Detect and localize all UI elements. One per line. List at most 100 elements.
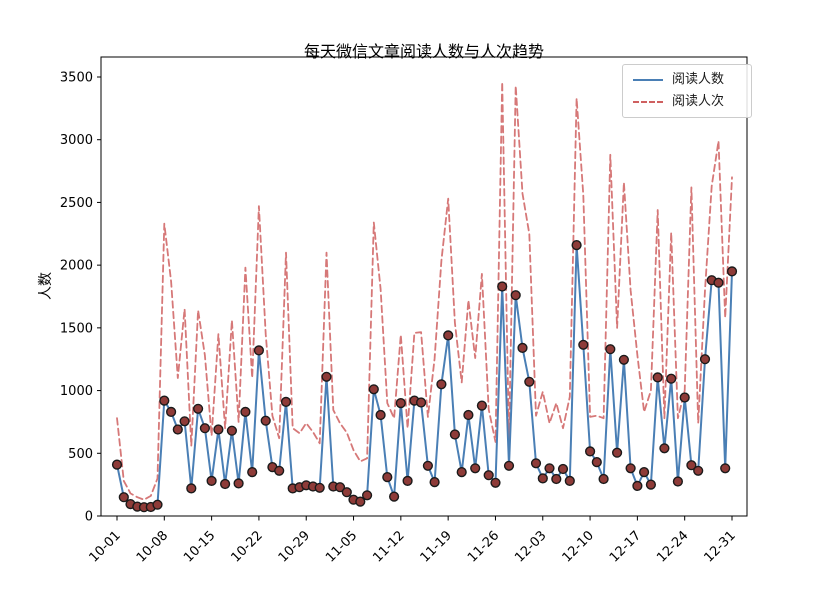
y-tick-label: 3500 (60, 70, 93, 85)
data-point-marker (416, 397, 427, 408)
data-point-marker (699, 354, 711, 365)
data-point-marker (571, 240, 582, 251)
data-point-marker (625, 463, 636, 474)
data-point-marker (368, 384, 379, 395)
series-markers-people (111, 240, 738, 513)
y-axis-label: 人数 (38, 272, 54, 300)
chart-title: 每天微信文章阅读人数与人次趋势 (303, 42, 544, 61)
data-point-marker (463, 409, 474, 421)
data-point-marker (672, 476, 684, 487)
data-point-marker (686, 460, 697, 471)
data-point-marker (645, 479, 657, 490)
data-point-marker (618, 354, 630, 365)
data-point-marker (443, 330, 454, 341)
legend: 阅读人数 阅读人次 (622, 64, 752, 118)
y-tick-label: 0 (85, 510, 93, 525)
x-tick-label: 12-24 (654, 528, 691, 565)
data-point-marker (355, 496, 366, 507)
data-point-marker (253, 345, 265, 356)
data-point-marker (314, 482, 325, 493)
data-point-marker (274, 465, 285, 476)
axes-frame (100, 56, 748, 517)
x-tick-label: 11-12 (370, 528, 407, 565)
data-point-marker (726, 266, 738, 277)
x-tick-label: 10-01 (87, 528, 124, 565)
data-point-marker (652, 372, 663, 383)
data-point-marker (679, 392, 690, 403)
data-point-marker (395, 398, 406, 409)
data-point-marker (659, 443, 670, 454)
data-point-marker (693, 465, 704, 476)
data-point-marker (584, 446, 596, 457)
data-point-marker (233, 478, 244, 489)
data-point-marker (578, 339, 589, 350)
data-point-marker (497, 281, 508, 292)
y-tick-label: 2500 (60, 196, 93, 211)
x-tick-label: 10-22 (228, 528, 265, 565)
data-point-marker (166, 406, 177, 418)
x-tick-label: 12-03 (512, 528, 549, 565)
series-line-people (116, 244, 733, 509)
data-point-marker (375, 409, 386, 421)
x-tick-label: 10-15 (181, 528, 218, 565)
data-point-marker (402, 475, 413, 487)
x-tick-label: 11-26 (465, 528, 502, 565)
data-point-marker (598, 473, 609, 485)
data-point-marker (321, 371, 332, 382)
x-tick-label: 12-31 (702, 528, 739, 565)
x-axis-ticks: 10-01 10-08 10-15 10-22 10-29 11-05 11-12 11-19… (87, 516, 739, 566)
data-point-marker (111, 459, 123, 470)
legend-dashed-line-icon (633, 101, 663, 103)
legend-label-times: 阅读人次 (672, 94, 725, 109)
y-tick-label: 500 (68, 447, 93, 462)
x-tick-label: 12-10 (560, 528, 597, 565)
data-point-marker (510, 290, 521, 301)
data-point-marker (449, 429, 461, 440)
legend-item-times: 阅读人次 (633, 94, 741, 110)
data-point-marker (476, 400, 488, 411)
data-point-marker (422, 460, 434, 471)
legend-label-people: 阅读人数 (672, 72, 725, 87)
y-axis-ticks: 0 500 1000 1500 2000 2500 3000 3500 (60, 70, 101, 525)
legend-solid-line-icon (633, 79, 663, 81)
data-point-marker (611, 447, 623, 458)
y-tick-label: 2000 (60, 259, 93, 274)
series-line-times (116, 81, 733, 501)
data-point-marker (220, 478, 231, 490)
data-point-marker (591, 457, 602, 468)
data-point-marker (524, 376, 535, 387)
data-point-marker (483, 470, 494, 481)
legend-item-people: 阅读人数 (633, 72, 741, 88)
data-point-marker (605, 344, 616, 355)
data-point-marker (213, 424, 224, 435)
data-point-marker (530, 458, 542, 469)
x-tick-label: 11-05 (323, 528, 360, 565)
data-point-marker (260, 415, 271, 426)
y-tick-label: 1000 (60, 384, 93, 399)
data-point-marker (382, 472, 393, 483)
data-point-marker (193, 403, 204, 414)
data-point-marker (247, 467, 258, 478)
data-point-marker (490, 477, 501, 488)
data-point-marker (544, 463, 555, 474)
x-tick-label: 10-08 (134, 528, 171, 565)
data-point-marker (638, 467, 650, 478)
data-point-marker (517, 342, 528, 354)
data-point-marker (159, 395, 170, 406)
data-point-marker (341, 487, 352, 498)
data-point-marker (429, 477, 440, 488)
y-tick-label: 3000 (60, 133, 93, 148)
data-point-marker (551, 473, 562, 485)
data-point-marker (456, 467, 467, 478)
data-point-marker (199, 423, 211, 434)
data-point-marker (362, 490, 373, 501)
data-point-marker (503, 460, 515, 471)
data-point-marker (436, 379, 447, 390)
data-point-marker (720, 463, 731, 474)
data-point-marker (152, 499, 163, 510)
x-tick-label: 10-29 (276, 528, 313, 565)
data-point-marker (537, 473, 548, 484)
data-point-marker (186, 483, 197, 494)
